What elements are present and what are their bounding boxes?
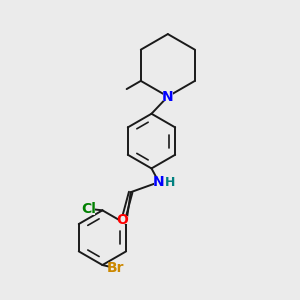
Bar [154, 178, 164, 186]
Text: N: N [162, 89, 174, 103]
Text: O: O [117, 212, 129, 226]
Bar [163, 92, 172, 101]
Bar [109, 262, 121, 274]
Text: N: N [153, 175, 165, 189]
Text: Cl: Cl [81, 202, 96, 216]
Text: Br: Br [107, 261, 124, 275]
Bar [83, 203, 95, 214]
Bar [119, 216, 128, 224]
Text: H: H [165, 176, 175, 189]
